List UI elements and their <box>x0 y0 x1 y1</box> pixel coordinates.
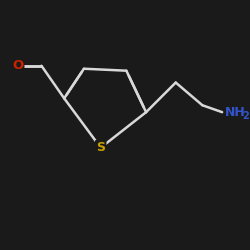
Text: S: S <box>96 141 105 154</box>
Text: 2: 2 <box>242 111 249 121</box>
Text: O: O <box>12 59 24 72</box>
Text: NH: NH <box>225 106 246 119</box>
